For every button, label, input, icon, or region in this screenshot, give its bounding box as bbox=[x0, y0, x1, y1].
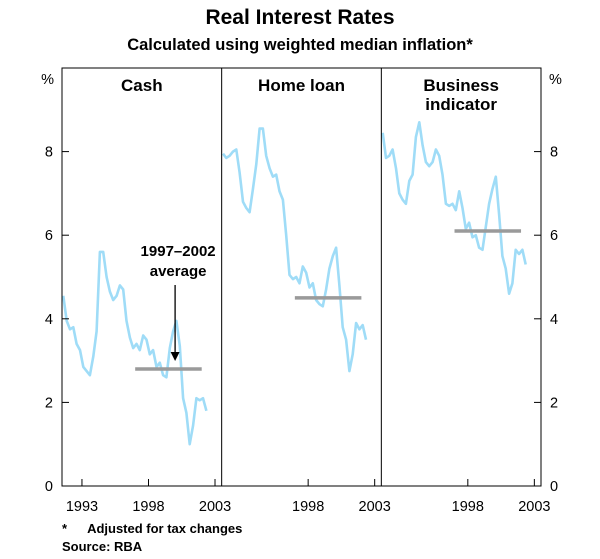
annotation-arrow-head bbox=[170, 351, 180, 361]
panel-title-home-loan: Home loan bbox=[258, 76, 345, 95]
source-note: Source: RBA bbox=[62, 539, 143, 554]
series-line-business-indicator bbox=[381, 121, 527, 295]
panel-title-cash: Cash bbox=[121, 76, 163, 95]
chart-title: Real Interest Rates bbox=[205, 6, 395, 29]
footnote-marker: * bbox=[62, 521, 68, 536]
annotation-label: 1997–2002 bbox=[141, 243, 216, 260]
y-unit-right: % bbox=[549, 72, 562, 88]
y-tick-label-left: 4 bbox=[45, 312, 53, 328]
footnote-text: Adjusted for tax changes bbox=[87, 521, 243, 536]
footnote: * Adjusted for tax changes bbox=[62, 521, 242, 536]
x-tick-label: 2003 bbox=[359, 499, 391, 515]
x-tick-label: 2003 bbox=[199, 499, 231, 515]
y-tick-label-left: 6 bbox=[45, 228, 53, 244]
y-tick-label-right: 2 bbox=[550, 395, 558, 411]
x-tick-label: 2003 bbox=[518, 499, 550, 515]
panel-title-business-indicator: Business bbox=[423, 76, 499, 95]
series-line-home-loan bbox=[221, 127, 368, 373]
y-tick-label-left: 0 bbox=[45, 479, 53, 495]
y-tick-label-left: 8 bbox=[45, 145, 53, 161]
y-tick-label-left: 2 bbox=[45, 395, 53, 411]
x-tick-label: 1993 bbox=[66, 499, 98, 515]
y-tick-label-right: 4 bbox=[550, 312, 558, 328]
x-tick-label: 1998 bbox=[132, 499, 164, 515]
annotation-label: average bbox=[150, 263, 207, 280]
y-unit-left: % bbox=[41, 72, 54, 88]
y-tick-label-right: 8 bbox=[550, 145, 558, 161]
y-tick-label-right: 0 bbox=[550, 479, 558, 495]
x-tick-label: 1998 bbox=[452, 499, 484, 515]
plot-frame bbox=[61, 67, 542, 487]
y-tick-label-right: 6 bbox=[550, 228, 558, 244]
x-tick-label: 1998 bbox=[292, 499, 324, 515]
chart-subtitle: Calculated using weighted median inflati… bbox=[127, 36, 473, 54]
series-line-cash bbox=[62, 250, 208, 446]
panel-title-business-indicator: indicator bbox=[425, 95, 497, 114]
